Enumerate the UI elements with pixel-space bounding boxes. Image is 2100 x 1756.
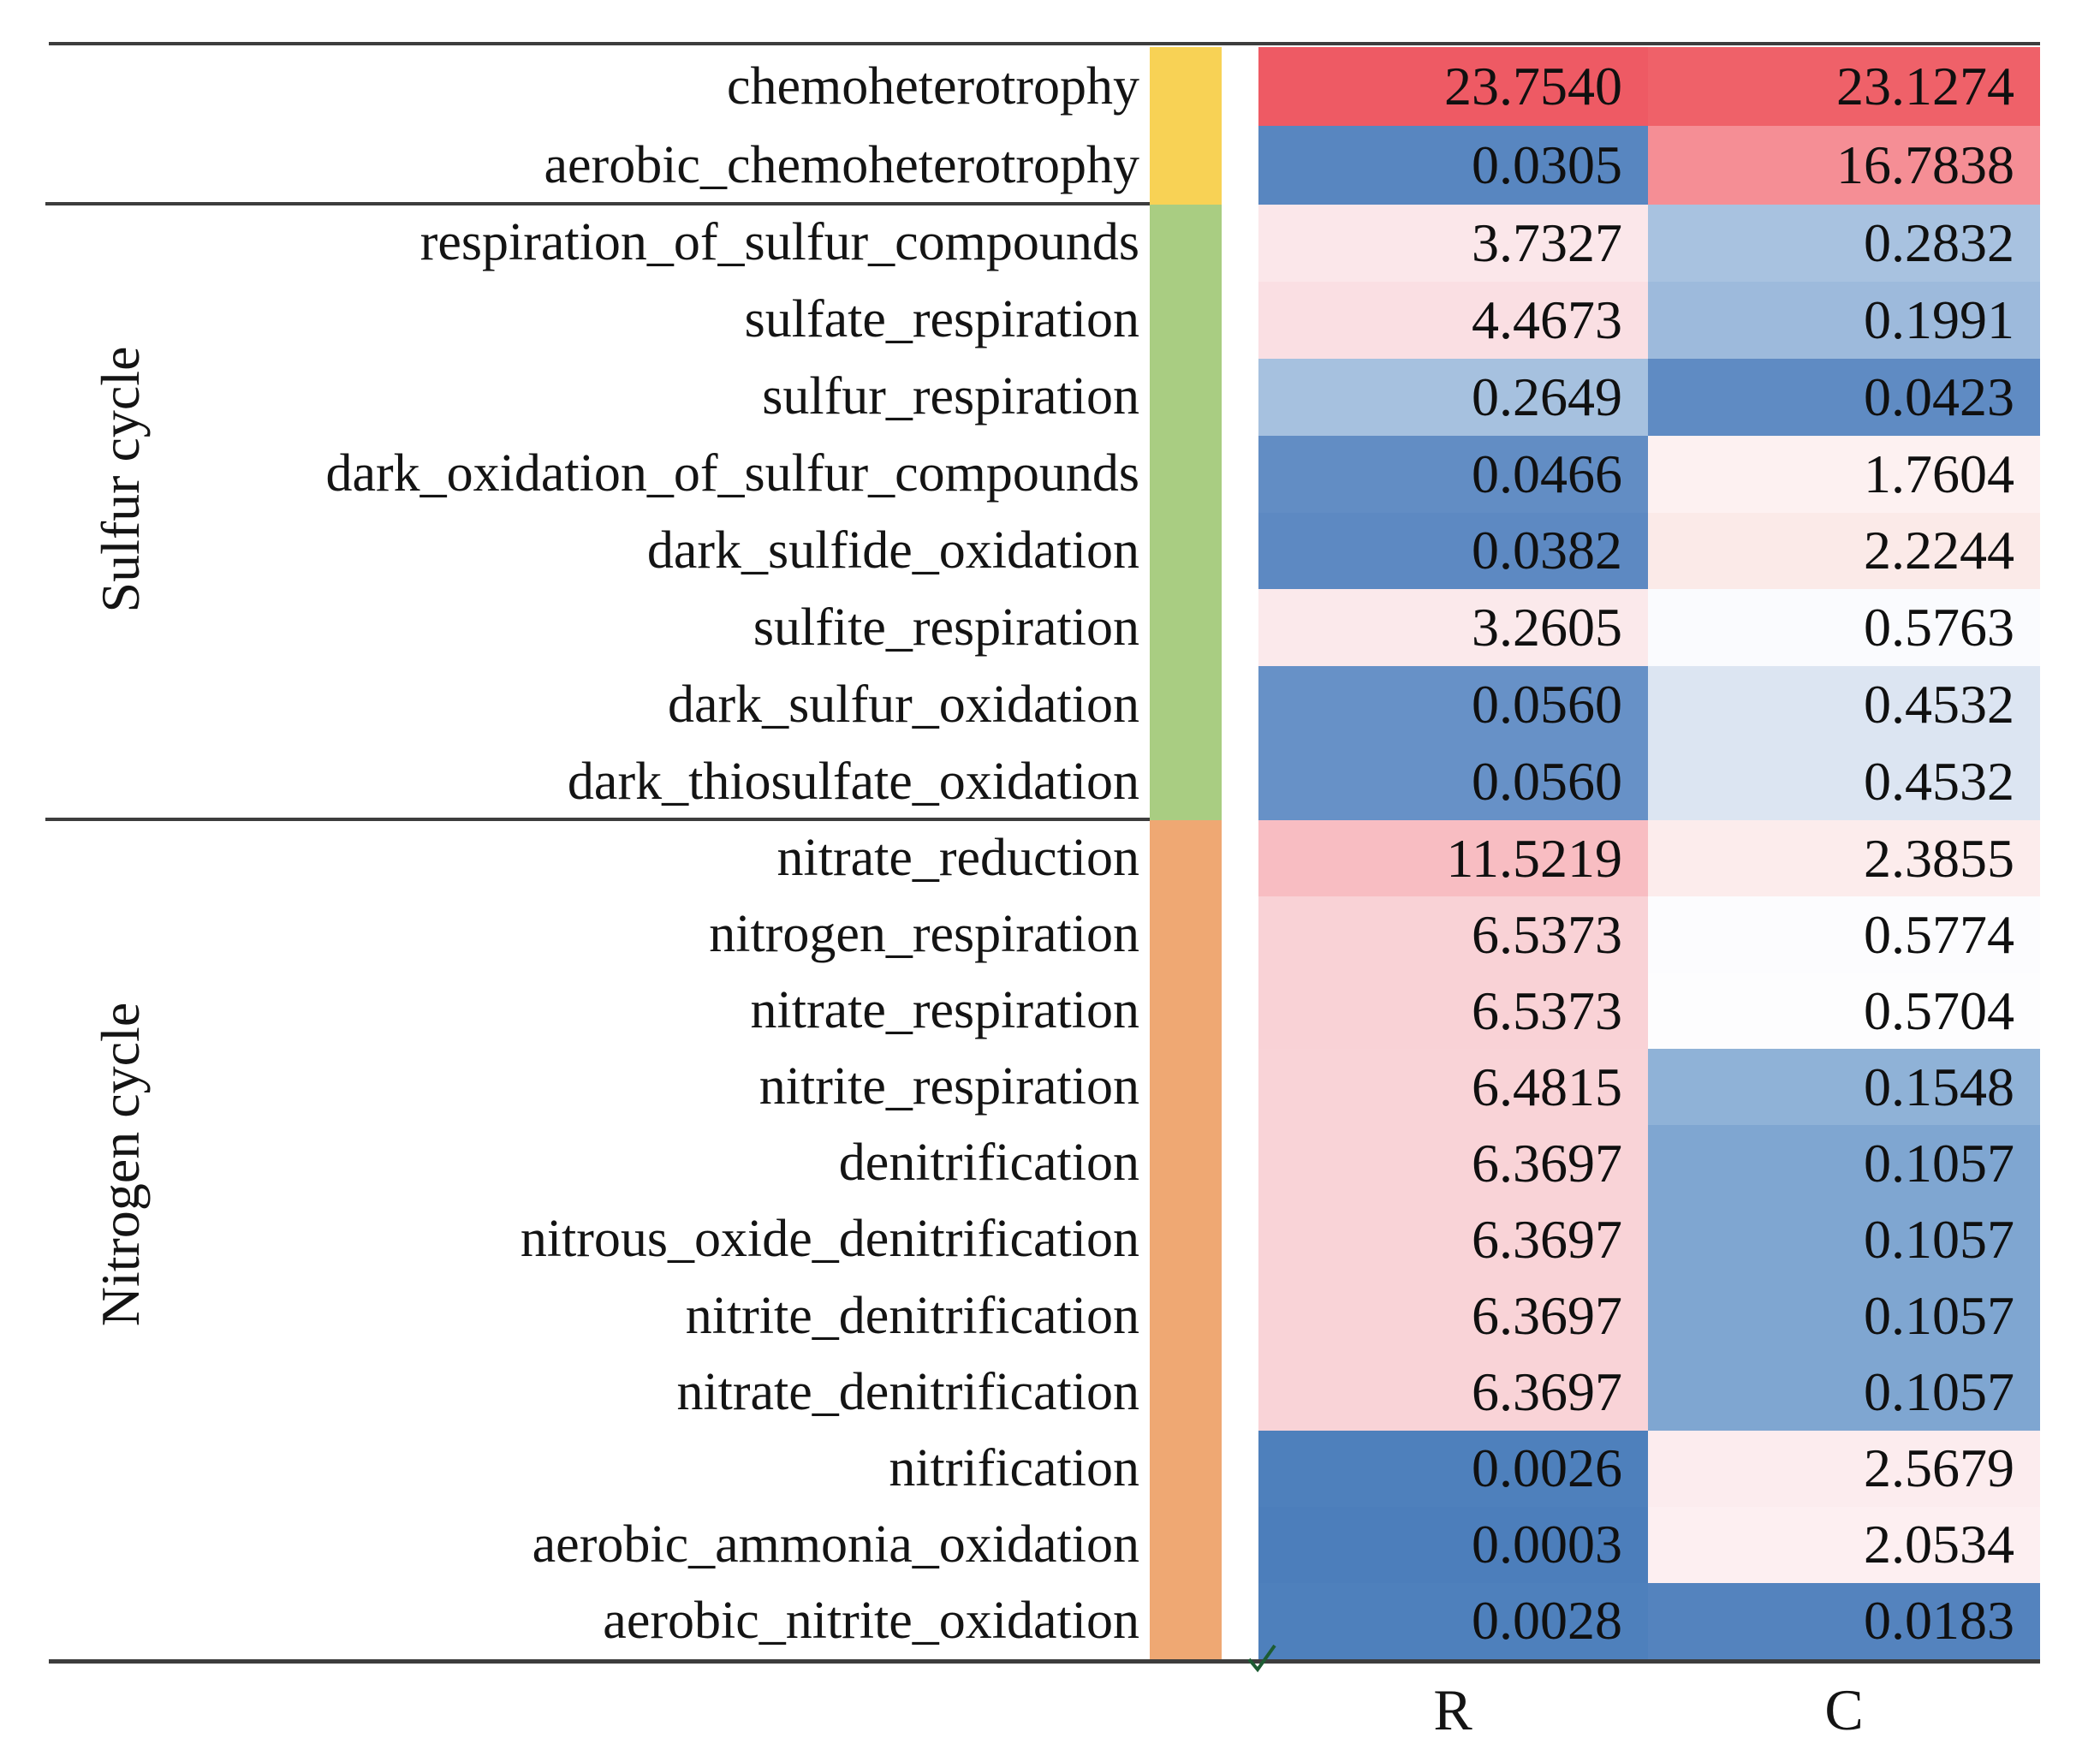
heatmap-cell-R: 3.7327 [1258,205,1648,282]
heatmap-cell-C: 0.1991 [1648,281,2040,359]
row-label: nitrification [889,1438,1139,1497]
row-label: dark_oxidation_of_sulfur_compounds [325,444,1139,503]
row-label: nitrogen_respiration [709,905,1139,964]
column-header-C: C [1824,1677,1864,1742]
heatmap-cell-R: 0.2649 [1258,358,1648,436]
heatmap-cell-R: 6.4815 [1258,1049,1648,1126]
group-band [1150,205,1222,820]
heatmap-cell-R: 0.0028 [1258,1582,1648,1659]
heatmap-cell-C: 2.5679 [1648,1430,2040,1507]
group-band [1150,820,1222,1659]
heatmap-cell-C: 0.1057 [1648,1125,2040,1202]
heatmap-cell-R: 11.5219 [1258,820,1648,897]
heatmap-cell-C: 0.0183 [1648,1582,2040,1659]
heatmap-cell-C: 0.1548 [1648,1049,2040,1126]
group-divider-1 [45,202,1150,205]
heatmap-cell-C: 0.2832 [1648,205,2040,282]
heatmap-cell-C: 2.0534 [1648,1506,2040,1583]
row-label: dark_sulfide_oxidation [646,521,1139,580]
row-label: dark_thiosulfate_oxidation [567,752,1139,811]
heatmap-cell-R: 6.3697 [1258,1201,1648,1278]
heatmap-cell-C: 1.7604 [1648,435,2040,513]
heatmap-cell-C: 0.4532 [1648,743,2040,820]
row-label: nitrate_respiration [750,981,1140,1040]
row-label: denitrification [838,1134,1139,1193]
heatmap-cell-R: 0.0560 [1258,666,1648,744]
axis-tick-icon [1247,1644,1276,1673]
heatmap-cell-R: 0.0382 [1258,512,1648,590]
heatmap-cell-R: 0.0560 [1258,743,1648,820]
heatmap-cell-R: 6.5373 [1258,896,1648,973]
row-label: sulfate_respiration [744,290,1139,349]
heatmap-cell-R: 4.4673 [1258,281,1648,359]
row-label: sulfite_respiration [753,598,1139,657]
row-label: nitrate_denitrification [676,1362,1139,1421]
group-band [1150,47,1222,205]
heatmap-cell-C: 0.5763 [1648,589,2040,667]
row-label: sulfur_respiration [762,367,1139,426]
group-divider-2 [45,818,1150,821]
heatmap-cell-R: 0.0305 [1258,126,1648,205]
heatmap-cell-R: 6.3697 [1258,1125,1648,1202]
heatmap-cell-R: 0.0026 [1258,1430,1648,1507]
heatmap-cell-C: 0.1057 [1648,1354,2040,1431]
heatmap-cell-C: 0.1057 [1648,1277,2040,1354]
row-label: aerobic_nitrite_oxidation [603,1591,1139,1650]
heatmap-cell-C: 0.0423 [1648,358,2040,436]
heatmap-cell-R: 6.5373 [1258,973,1648,1050]
row-label: aerobic_chemoheterotrophy [544,135,1139,194]
row-label: chemoheterotrophy [726,57,1139,116]
heatmap-cell-R: 3.2605 [1258,589,1648,667]
heatmap-cell-C: 2.2244 [1648,512,2040,590]
heatmap-cell-C: 0.5774 [1648,896,2040,973]
heatmap-cell-C: 16.7838 [1648,126,2040,205]
heatmap-cell-R: 6.3697 [1258,1354,1648,1431]
heatmap-cell-R: 0.0466 [1258,435,1648,513]
column-header-R: R [1433,1677,1472,1742]
heatmap-cell-R: 0.0003 [1258,1506,1648,1583]
heatmap-cell-C: 0.5704 [1648,973,2040,1050]
heatmap-cell-R: 6.3697 [1258,1277,1648,1354]
heatmap-cell-R: 23.7540 [1258,47,1648,126]
row-label: nitrite_denitrification [685,1286,1139,1345]
row-label: nitrous_oxide_denitrification [520,1210,1139,1269]
row-label: respiration_of_sulfur_compounds [419,213,1139,272]
row-label: dark_sulfur_oxidation [667,675,1139,734]
heatmap-cell-C: 0.4532 [1648,666,2040,744]
heatmap-cell-C: 0.1057 [1648,1201,2040,1278]
row-label: nitrite_respiration [758,1057,1139,1116]
top-rule [49,42,2040,45]
row-label: aerobic_ammonia_oxidation [532,1515,1139,1574]
heatmap-cell-C: 23.1274 [1648,47,2040,126]
heatmap-cell-C: 2.3855 [1648,820,2040,897]
row-label: nitrate_reduction [776,829,1140,888]
bottom-rule [49,1659,2040,1664]
